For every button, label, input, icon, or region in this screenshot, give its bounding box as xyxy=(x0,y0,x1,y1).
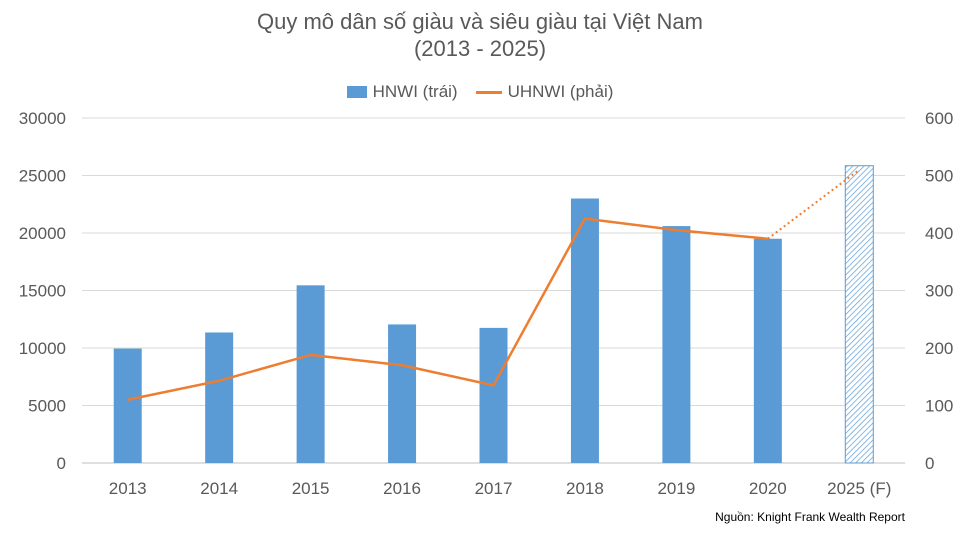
y-left-tick-label: 10000 xyxy=(19,339,66,358)
hnwi-bar xyxy=(570,198,599,463)
x-tick-label: 2025 (F) xyxy=(827,479,891,498)
legend-label-uhnwi: UHNWI (phải) xyxy=(507,82,614,101)
chart-title-line1: Quy mô dân số giàu và siêu giàu tại Việt… xyxy=(257,9,703,34)
y-left-tick-label: 15000 xyxy=(19,282,66,301)
chart-title: Quy mô dân số giàu và siêu giàu tại Việt… xyxy=(0,8,960,62)
legend: HNWI (trái) UHNWI (phải) xyxy=(0,82,960,102)
y-right-tick-label: 300 xyxy=(925,282,953,301)
legend-item-hnwi: HNWI (trái) xyxy=(346,82,458,102)
x-tick-label: 2018 xyxy=(566,479,604,498)
y-right-tick-label: 600 xyxy=(925,109,953,128)
hnwi-bar xyxy=(388,324,417,463)
y-right-tick-label: 0 xyxy=(925,454,934,473)
y-left-tick-label: 0 xyxy=(57,454,66,473)
hnwi-bar xyxy=(662,226,691,463)
hnwi-bar xyxy=(844,165,874,464)
hnwi-bar xyxy=(113,348,142,463)
hnwi-bar xyxy=(205,332,234,463)
legend-item-uhnwi: UHNWI (phải) xyxy=(475,82,614,102)
source-note: Nguồn: Knight Frank Wealth Report xyxy=(715,510,905,524)
x-tick-label: 2019 xyxy=(657,479,695,498)
legend-swatch-uhnwi xyxy=(475,90,502,94)
y-left-tick-label: 25000 xyxy=(19,167,66,186)
hnwi-bar xyxy=(296,285,325,463)
uhnwi-forecast-line xyxy=(767,168,860,240)
x-tick-label: 2013 xyxy=(109,479,147,498)
x-tick-label: 2020 xyxy=(749,479,787,498)
x-tick-label: 2016 xyxy=(383,479,421,498)
uhnwi-line xyxy=(127,217,768,401)
y-left-tick-label: 30000 xyxy=(19,109,66,128)
y-left-tick-label: 20000 xyxy=(19,224,66,243)
y-right-tick-label: 500 xyxy=(925,167,953,186)
y-right-tick-label: 200 xyxy=(925,339,953,358)
hnwi-bar xyxy=(753,238,782,463)
x-tick-label: 2017 xyxy=(475,479,513,498)
y-right-tick-label: 100 xyxy=(925,397,953,416)
hnwi-bar xyxy=(479,327,508,463)
y-left-tick-label: 5000 xyxy=(28,397,66,416)
legend-label-hnwi: HNWI (trái) xyxy=(372,82,458,101)
y-right-tick-label: 400 xyxy=(925,224,953,243)
x-tick-label: 2014 xyxy=(200,479,238,498)
legend-swatch-hnwi xyxy=(346,86,367,98)
x-tick-label: 2015 xyxy=(292,479,330,498)
chart-title-line2: (2013 - 2025) xyxy=(413,36,547,61)
